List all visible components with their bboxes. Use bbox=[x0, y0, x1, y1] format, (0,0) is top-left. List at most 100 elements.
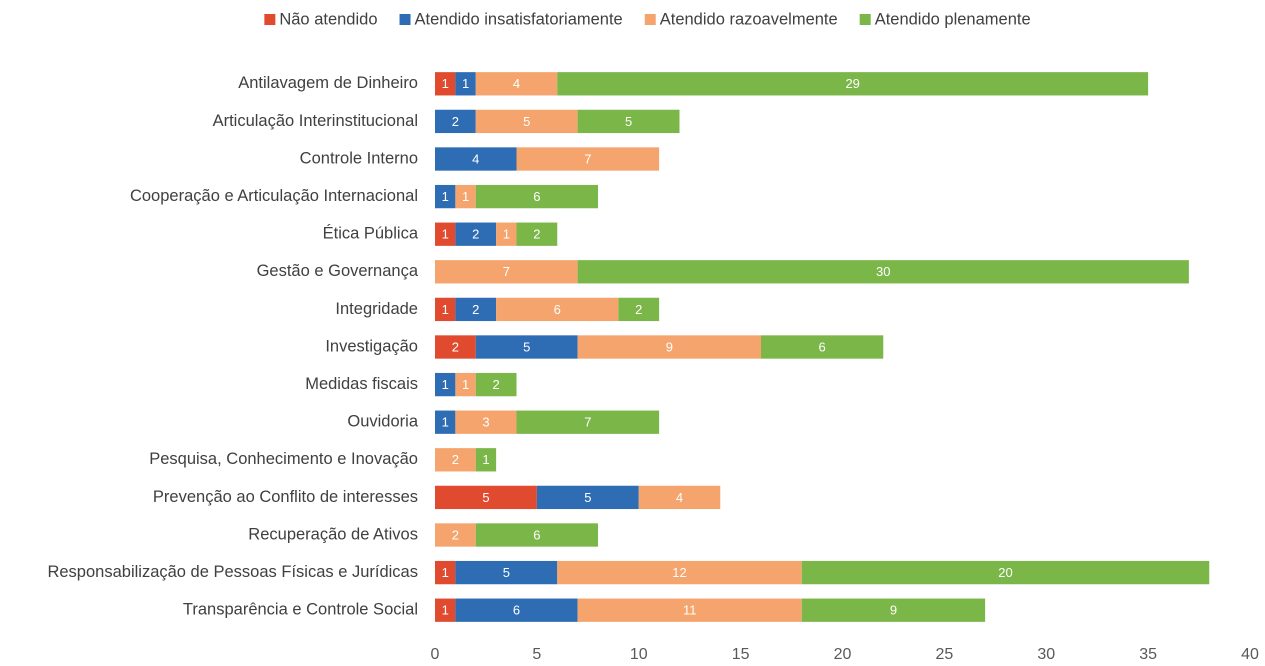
bar-segment bbox=[475, 184, 598, 209]
data-label: 9 bbox=[890, 603, 897, 618]
legend-swatch bbox=[859, 14, 871, 25]
bar-segment bbox=[475, 448, 497, 472]
legend-label: Não atendido bbox=[279, 10, 377, 28]
category-label: Gestão e Governança bbox=[257, 262, 419, 280]
bar-segment bbox=[475, 523, 598, 547]
bar-segment bbox=[435, 184, 456, 209]
x-tick-label: 5 bbox=[532, 646, 541, 663]
data-label: 6 bbox=[533, 527, 540, 542]
data-label: 12 bbox=[672, 565, 686, 580]
data-label: 7 bbox=[584, 151, 591, 166]
bar-segment bbox=[618, 297, 660, 322]
data-label: 6 bbox=[513, 603, 520, 618]
bar-segment bbox=[435, 335, 476, 359]
legend-swatch bbox=[399, 14, 411, 25]
category-label: Ouvidoria bbox=[347, 413, 418, 431]
data-label: 5 bbox=[523, 114, 530, 129]
legend-label: Atendido plenamente bbox=[875, 10, 1031, 28]
category-label: Ética Pública bbox=[323, 224, 419, 243]
category-label: Articulação Interinstitucional bbox=[213, 112, 418, 130]
data-label: 5 bbox=[482, 490, 489, 505]
data-label: 6 bbox=[533, 189, 540, 204]
bar-segment bbox=[435, 372, 456, 397]
bar-segment bbox=[761, 335, 884, 359]
data-label: 20 bbox=[998, 565, 1012, 580]
data-label: 1 bbox=[462, 189, 469, 204]
bar-segment bbox=[435, 222, 456, 246]
bar-segment bbox=[435, 109, 476, 134]
x-tick-label: 35 bbox=[1139, 646, 1157, 663]
category-label: Recuperação de Ativos bbox=[248, 525, 418, 543]
bar-segment bbox=[435, 598, 456, 622]
data-label: 2 bbox=[472, 302, 479, 317]
data-label: 11 bbox=[683, 603, 697, 618]
bar-segment bbox=[801, 560, 1210, 585]
bar-segment bbox=[435, 72, 456, 96]
bar-segment bbox=[577, 109, 680, 134]
data-label: 6 bbox=[554, 302, 561, 317]
legend-label: Atendido insatisfatoriamente bbox=[415, 10, 623, 28]
x-tick-label: 10 bbox=[630, 646, 648, 663]
category-label: Prevenção ao Conflito de interesses bbox=[153, 488, 418, 506]
legend-label: Atendido razoavelmente bbox=[660, 10, 838, 28]
bar-segment bbox=[435, 523, 476, 547]
bar-segment bbox=[475, 72, 558, 96]
bar-segment bbox=[435, 297, 456, 322]
data-label: 2 bbox=[472, 227, 479, 242]
bar-segment bbox=[516, 222, 558, 246]
bar-segment bbox=[475, 109, 578, 134]
data-label: 29 bbox=[845, 76, 859, 91]
data-label: 5 bbox=[584, 490, 591, 505]
category-label: Controle Interno bbox=[300, 149, 418, 167]
bar-segment bbox=[516, 147, 660, 171]
data-label: 7 bbox=[584, 415, 591, 430]
bar-segment bbox=[455, 372, 476, 397]
data-label: 9 bbox=[666, 339, 673, 354]
bar-segment bbox=[577, 260, 1189, 284]
bar-segment bbox=[475, 372, 517, 397]
data-label: 2 bbox=[452, 452, 459, 467]
bar-segment bbox=[577, 598, 802, 622]
data-label: 5 bbox=[503, 565, 510, 580]
bar-segment bbox=[496, 222, 517, 246]
data-label: 6 bbox=[819, 339, 826, 354]
data-label: 3 bbox=[482, 415, 489, 430]
data-label: 4 bbox=[676, 490, 683, 505]
data-label: 4 bbox=[472, 151, 479, 166]
bar-segment bbox=[455, 72, 476, 96]
data-label: 2 bbox=[452, 527, 459, 542]
bar-segment bbox=[638, 485, 721, 510]
bar-segment bbox=[516, 410, 660, 434]
data-label: 2 bbox=[452, 339, 459, 354]
category-label: Cooperação e Articulação Internacional bbox=[130, 187, 418, 205]
data-label: 2 bbox=[635, 302, 642, 317]
bar-segment bbox=[577, 335, 761, 359]
data-label: 1 bbox=[462, 377, 469, 392]
bar-segment bbox=[455, 184, 476, 209]
category-label: Medidas fiscais bbox=[305, 375, 418, 393]
bar-segment bbox=[435, 260, 578, 284]
category-label: Antilavagem de Dinheiro bbox=[238, 74, 418, 92]
bar-segment bbox=[475, 335, 578, 359]
bar-segment bbox=[435, 410, 456, 434]
x-tick-label: 40 bbox=[1241, 646, 1259, 663]
bar-segment bbox=[455, 598, 578, 622]
bar-segment bbox=[455, 297, 497, 322]
bar-segment bbox=[435, 560, 456, 585]
bar-segment bbox=[435, 448, 476, 472]
x-tick-label: 15 bbox=[732, 646, 750, 663]
data-label: 1 bbox=[442, 302, 449, 317]
bar-segment bbox=[536, 485, 639, 510]
x-tick-label: 30 bbox=[1037, 646, 1055, 663]
category-label: Transparência e Controle Social bbox=[183, 601, 418, 619]
category-label: Responsabilização de Pessoas Físicas e J… bbox=[47, 563, 418, 581]
data-label: 1 bbox=[442, 565, 449, 580]
x-tick-label: 25 bbox=[935, 646, 953, 663]
bar-segment bbox=[557, 560, 802, 585]
x-tick-label: 20 bbox=[834, 646, 852, 663]
bar-segment bbox=[801, 598, 986, 622]
x-tick-label: 0 bbox=[431, 646, 440, 663]
bar-segment bbox=[496, 297, 619, 322]
category-label: Integridade bbox=[335, 300, 418, 318]
